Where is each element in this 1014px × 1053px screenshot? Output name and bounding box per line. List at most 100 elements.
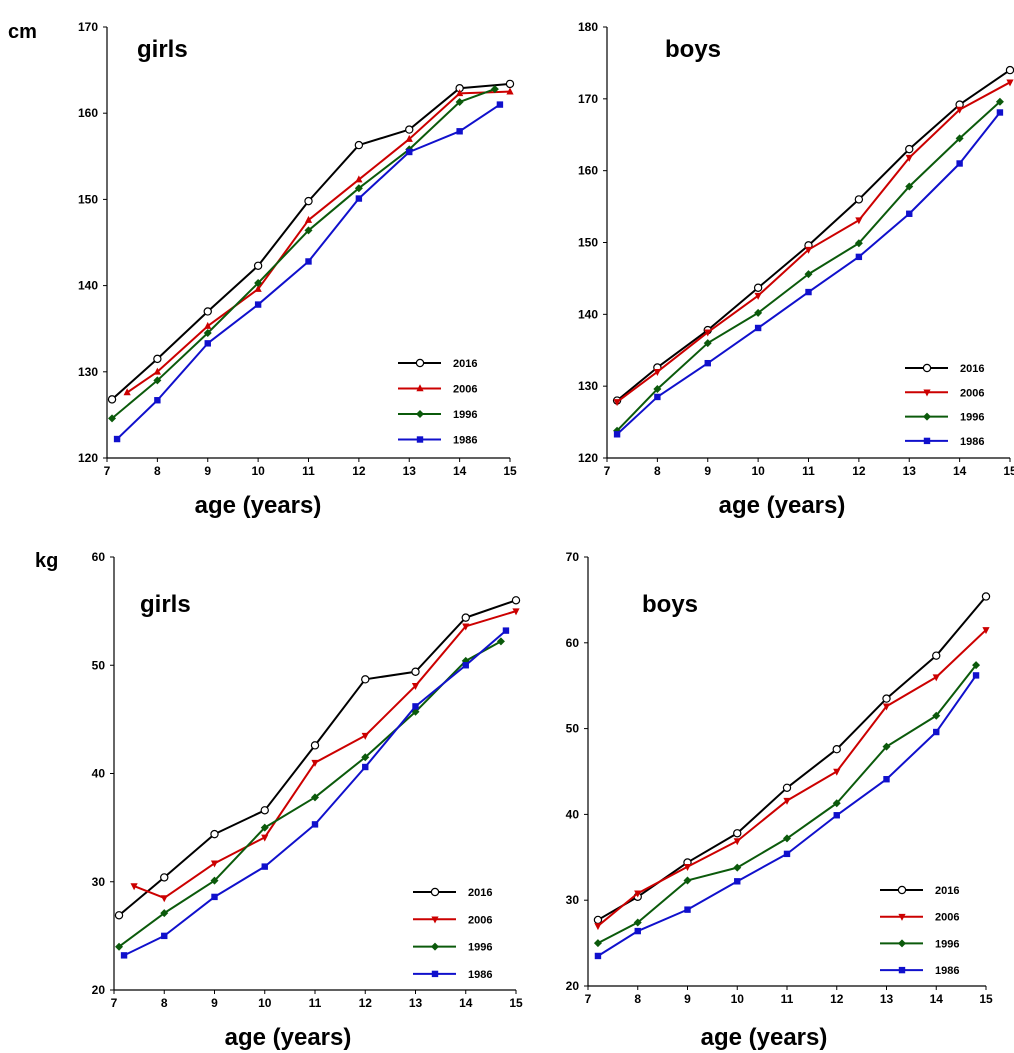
data-point (703, 339, 712, 348)
data-point (456, 89, 464, 97)
x-tick-label: 13 (409, 996, 423, 1010)
y-tick-label: 60 (566, 636, 580, 650)
legend-item: 1996 (413, 942, 492, 954)
x-tick-label: 11 (781, 992, 794, 1006)
data-point (805, 288, 812, 296)
y-tick-label: 130 (578, 379, 598, 393)
x-tick-label: 15 (503, 464, 517, 478)
data-point (593, 915, 603, 925)
data-point (160, 895, 168, 903)
data-point (354, 140, 364, 150)
data-point (120, 952, 128, 959)
x-tick-label: 9 (704, 464, 711, 478)
data-point (855, 253, 863, 261)
series-2006 (123, 87, 514, 396)
data-point (253, 261, 263, 270)
legend-swatch-marker (922, 363, 932, 373)
data-point (882, 694, 891, 703)
legend-swatch-marker (923, 412, 931, 421)
legend-swatch-marker (416, 436, 424, 443)
x-tick-label: 12 (359, 996, 373, 1010)
x-tick-label: 12 (852, 464, 866, 478)
x-tick-label: 11 (802, 464, 815, 478)
data-point (496, 637, 505, 646)
data-point (905, 154, 913, 162)
data-point (153, 376, 162, 385)
x-tick-label: 14 (459, 996, 473, 1010)
data-point (361, 753, 370, 762)
series-line (597, 674, 977, 957)
data-point (593, 939, 602, 948)
legend-item: 1996 (905, 412, 984, 424)
legend-label: 2016 (960, 363, 984, 375)
legend-swatch-marker (431, 942, 439, 951)
y-tick-label: 30 (566, 893, 580, 907)
data-point (754, 308, 763, 317)
data-point (405, 134, 413, 142)
data-point (311, 793, 319, 802)
x-tick-label: 15 (1003, 464, 1014, 478)
legend: 2016 2006 1996 1986 (905, 363, 984, 448)
data-point (956, 106, 964, 114)
series-2016 (107, 79, 515, 404)
data-point (406, 148, 413, 156)
series-1986 (594, 672, 980, 960)
legend-label: 2006 (468, 914, 492, 926)
legend-label: 2006 (960, 387, 984, 399)
data-point (754, 324, 762, 332)
data-point (653, 369, 661, 376)
data-point (932, 711, 941, 720)
series-line (616, 69, 1011, 402)
data-point (594, 952, 602, 960)
data-point (160, 873, 169, 882)
x-tick-label: 13 (403, 464, 417, 478)
data-point (832, 744, 841, 754)
series-line (118, 599, 517, 917)
data-point (683, 863, 692, 871)
series-1996 (613, 97, 1004, 435)
series-line (597, 595, 987, 921)
series-1986 (613, 109, 1004, 438)
x-tick-label: 7 (111, 996, 118, 1010)
series-1996 (108, 85, 499, 423)
data-point (304, 226, 313, 235)
legend-swatch-marker (415, 358, 425, 368)
series-line (123, 629, 507, 957)
data-point (704, 329, 712, 337)
data-point (107, 395, 117, 404)
x-tick-label: 11 (302, 464, 315, 478)
data-point (261, 863, 268, 870)
legend-label: 2006 (935, 912, 959, 924)
legend-item: 2006 (413, 914, 492, 926)
x-tick-label: 9 (211, 996, 218, 1010)
data-point (311, 759, 319, 767)
legend-item: 2016 (905, 363, 984, 375)
data-point (512, 608, 520, 616)
x-tick-label: 8 (634, 992, 641, 1006)
x-tick-label: 7 (585, 992, 592, 1006)
data-point (1006, 79, 1014, 87)
data-point (461, 613, 470, 622)
x-tick-label: 8 (154, 464, 161, 478)
x-tick-label: 8 (161, 996, 168, 1010)
legend-label: 1986 (453, 435, 477, 447)
data-point (254, 284, 262, 292)
data-point (753, 283, 763, 292)
legend-item: 2006 (398, 384, 477, 396)
legend-swatch-marker (898, 939, 906, 948)
series-1986 (120, 627, 510, 959)
data-point (633, 918, 642, 927)
y-tick-label: 170 (578, 92, 598, 106)
legend-label: 1996 (935, 938, 959, 950)
panel-title: girls (137, 36, 188, 63)
data-point (456, 128, 463, 135)
legend-swatch-marker (898, 913, 906, 921)
data-point (411, 683, 420, 691)
data-point (304, 196, 313, 206)
legend-item: 1986 (398, 435, 477, 447)
series-2016 (593, 592, 991, 925)
data-point (995, 97, 1004, 106)
data-point (154, 397, 161, 404)
data-point (832, 799, 841, 808)
